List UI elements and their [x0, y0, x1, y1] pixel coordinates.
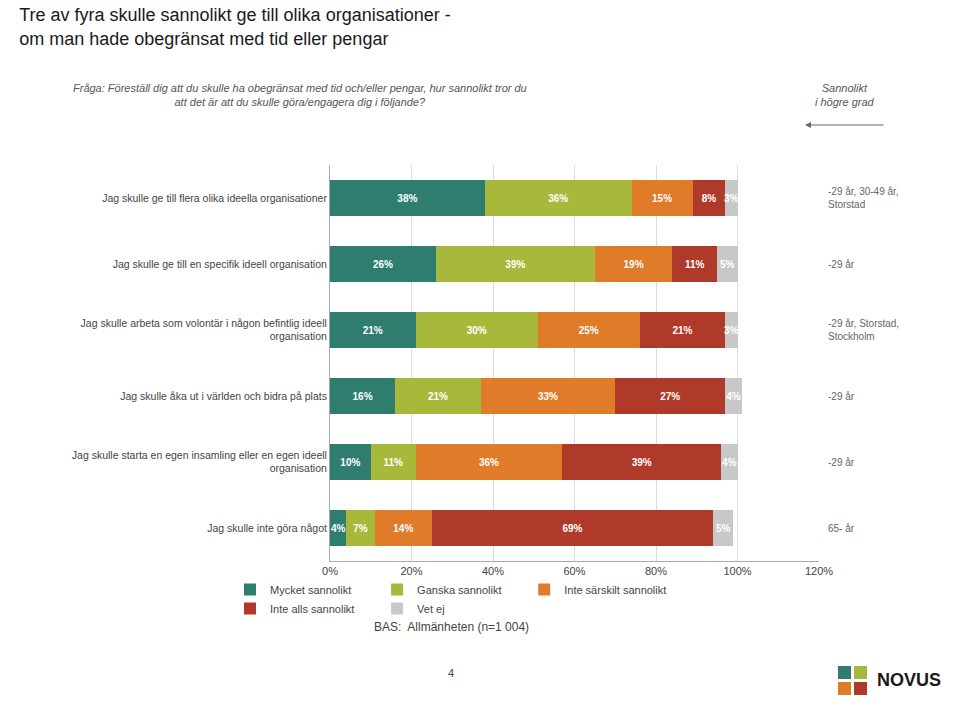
svg-text:36%: 36% [548, 193, 568, 204]
svg-text:11%: 11% [685, 259, 705, 270]
svg-text:-29 år, 30-49 år,Storstad: -29 år, 30-49 år,Storstad [828, 186, 899, 210]
svg-text:-29 år, Storstad,Stockholm: -29 år, Storstad,Stockholm [828, 318, 899, 342]
svg-text:5%: 5% [720, 259, 735, 270]
svg-text:Sannolikti högre grad: Sannolikti högre grad [815, 82, 875, 108]
svg-text:21%: 21% [428, 391, 448, 402]
svg-text:14%: 14% [393, 523, 413, 534]
svg-text:21%: 21% [672, 325, 692, 336]
svg-text:Ganska sannolikt: Ganska sannolikt [417, 584, 501, 596]
svg-text:NOVUS: NOVUS [877, 670, 941, 690]
svg-text:4%: 4% [726, 391, 741, 402]
svg-text:20%: 20% [400, 565, 423, 578]
svg-text:10%: 10% [340, 457, 360, 468]
svg-text:Inte särskilt sannolikt: Inte särskilt sannolikt [564, 584, 666, 596]
svg-text:4%: 4% [722, 457, 737, 468]
svg-text:5%: 5% [716, 523, 731, 534]
svg-text:-29 år: -29 år [828, 457, 855, 468]
svg-text:Jag skulle inte göra något: Jag skulle inte göra något [207, 522, 327, 534]
svg-text:11%: 11% [383, 457, 403, 468]
svg-text:30%: 30% [467, 325, 487, 336]
svg-text:19%: 19% [624, 259, 644, 270]
svg-text:Inte alls sannolikt: Inte alls sannolikt [270, 603, 354, 615]
svg-text:4: 4 [448, 667, 454, 679]
svg-text:Vet ej: Vet ej [417, 603, 445, 615]
svg-text:7%: 7% [353, 523, 368, 534]
svg-text:Jag skulle åka ut i världen oc: Jag skulle åka ut i världen och bidra på… [120, 390, 327, 402]
svg-text:60%: 60% [563, 565, 586, 578]
svg-text:3%: 3% [724, 193, 739, 204]
svg-text:38%: 38% [397, 193, 417, 204]
svg-text:21%: 21% [363, 325, 383, 336]
svg-text:27%: 27% [660, 391, 680, 402]
svg-text:15%: 15% [652, 193, 672, 204]
svg-text:-29 år: -29 år [828, 391, 855, 402]
svg-text:Mycket sannolikt: Mycket sannolikt [270, 584, 351, 596]
svg-text:36%: 36% [479, 457, 499, 468]
svg-text:33%: 33% [538, 391, 558, 402]
svg-text:65- år: 65- år [828, 523, 855, 534]
svg-text:100%: 100% [723, 565, 751, 577]
svg-text:120%: 120% [805, 565, 833, 577]
svg-text:Jag skulle starta en egen insa: Jag skulle starta en egen insamling elle… [72, 449, 327, 475]
svg-text:8%: 8% [702, 193, 717, 204]
svg-text:Jag skulle arbeta som volontär: Jag skulle arbeta som volontär i någon b… [81, 317, 327, 343]
svg-text:40%: 40% [482, 565, 504, 578]
svg-text:Jag skulle ge till en specifik: Jag skulle ge till en specifik ideell or… [113, 258, 327, 270]
svg-text:39%: 39% [632, 457, 652, 468]
svg-text:Tre av fyra skulle sannolikt g: Tre av fyra skulle sannolikt ge till oli… [19, 5, 451, 48]
svg-text:-29 år: -29 år [828, 259, 855, 270]
svg-text:Fråga: Föreställ dig att du sk: Fråga: Föreställ dig att du skulle ha ob… [73, 82, 527, 108]
svg-text:Jag skulle ge till flera olika: Jag skulle ge till flera olika ideella o… [102, 192, 327, 204]
svg-text:16%: 16% [353, 391, 373, 402]
svg-text:39%: 39% [505, 259, 525, 270]
svg-text:0%: 0% [322, 565, 338, 578]
svg-text:3%: 3% [724, 325, 739, 336]
svg-text:26%: 26% [373, 259, 393, 270]
svg-text:69%: 69% [562, 523, 582, 534]
svg-text:4%: 4% [331, 523, 346, 534]
svg-text:BAS: Allmänheten (n=1 004): BAS: Allmänheten (n=1 004) [374, 620, 529, 634]
svg-text:25%: 25% [579, 325, 599, 336]
svg-text:80%: 80% [645, 565, 667, 578]
